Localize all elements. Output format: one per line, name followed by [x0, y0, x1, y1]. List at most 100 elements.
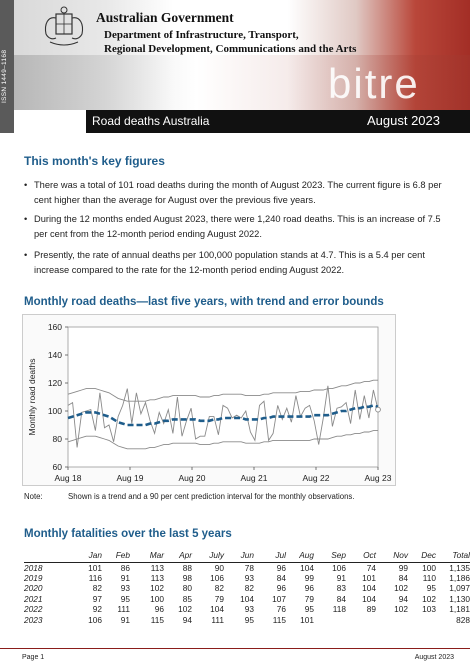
row-year: 2020: [24, 583, 43, 594]
table-cell: 100: [150, 593, 164, 604]
trend-line: [67, 404, 379, 427]
table-cell: 82: [92, 583, 102, 594]
bullet-icon: •: [24, 180, 28, 190]
table-cell: 76: [276, 604, 286, 615]
latest-observation-point: [375, 406, 381, 413]
table-row: 2021 97 95 100 85 79 104 107 79 84 104 94 102 1,130: [24, 594, 470, 605]
table-cell: 106: [332, 562, 346, 573]
upper-bound-line: [67, 379, 378, 402]
column-header: Nov: [376, 548, 408, 563]
table-cell: 101: [362, 572, 376, 583]
table-header-row: Jan Feb Mar Apr July Jun Jul Aug Sep Oct Nov Dec Tot…: [24, 548, 470, 563]
table-cell: 91: [336, 572, 346, 583]
table-cell: 90: [214, 562, 224, 573]
table-cell: 96: [304, 583, 314, 594]
key-figure-text: There was a total of 101 road deaths dur…: [34, 180, 442, 205]
table-cell: 1,130: [449, 593, 470, 604]
table-cell: 106: [210, 572, 224, 583]
table-cell: 104: [210, 604, 224, 615]
table-cell: 93: [244, 572, 254, 583]
x-tick-label: Aug 20: [179, 473, 206, 483]
chart-note-label: Note:: [24, 492, 43, 501]
chart-heading: Monthly road deaths—last five years, wit…: [24, 296, 384, 308]
table-cell: 113: [150, 562, 164, 573]
bullet-icon: •: [24, 214, 28, 224]
table-cell: 102: [422, 593, 436, 604]
road-deaths-chart: 60 80 100 120 140 160 Aug 18 Aug 19 Aug 20 Aug 21…: [22, 314, 396, 486]
row-year: 2021: [24, 593, 43, 604]
table-cell: 95: [426, 583, 436, 594]
table-cell: 828: [456, 614, 470, 625]
title-bar: Road deaths Australia August 2023: [86, 110, 470, 133]
table-cell: 1,186: [449, 572, 470, 583]
table-cell: 102: [178, 604, 192, 615]
table-cell: 1,181: [449, 604, 470, 615]
header-photo-background: [14, 0, 470, 110]
bullet-icon: •: [24, 250, 28, 260]
header-photo-shade: [14, 55, 470, 110]
y-tick-label: 100: [48, 406, 62, 416]
column-header: Jan: [70, 548, 102, 563]
table-cell: 84: [336, 593, 346, 604]
table-cell: 94: [182, 614, 192, 625]
row-year: 2019: [24, 572, 43, 583]
table-cell: 82: [244, 583, 254, 594]
table-cell: 93: [120, 583, 130, 594]
table-cell: 101: [300, 614, 314, 625]
column-header: July: [192, 548, 224, 563]
table-cell: 118: [332, 604, 346, 615]
table-cell: 85: [182, 593, 192, 604]
table-cell: 102: [394, 604, 408, 615]
table-cell: 104: [362, 593, 376, 604]
issn-text: ISSN 1449–1168: [1, 49, 8, 103]
table-row: 2018 101 86 113 88 90 78 96 104 106 74 99 100 1,135: [24, 562, 470, 573]
table-cell: 104: [300, 562, 314, 573]
y-tick-label: 80: [53, 434, 63, 444]
table-cell: 103: [422, 604, 436, 615]
table-cell: 97: [92, 593, 102, 604]
table-cell: 115: [272, 614, 286, 625]
table-cell: 1,097: [449, 583, 470, 594]
table-cell: 111: [117, 604, 130, 615]
table-cell: 78: [244, 562, 254, 573]
column-header: Sep: [314, 548, 346, 563]
table-cell: 111: [211, 614, 224, 625]
footer-date: August 2023: [414, 654, 454, 661]
y-tick-label: 60: [53, 462, 63, 472]
row-year: 2018: [24, 562, 43, 573]
footer-divider: [0, 648, 470, 649]
y-tick-label: 140: [48, 350, 62, 360]
table-heading: Monthly fatalities over the last 5 years: [24, 528, 232, 540]
table-cell: 79: [214, 593, 224, 604]
x-tick-label: Aug 21: [241, 473, 268, 483]
x-tick-label: Aug 23: [365, 473, 392, 483]
table-cell: 99: [304, 572, 314, 583]
table-cell: 95: [304, 604, 314, 615]
table-cell: 106: [88, 614, 102, 625]
table-cell: 107: [272, 593, 286, 604]
publication-date: August 2023: [366, 113, 440, 128]
coat-of-arms-icon: [44, 6, 84, 46]
table-cell: [314, 615, 346, 626]
column-header: Feb: [102, 548, 130, 563]
table-row: 2022 92 111 96 102 104 93 76 95 118 89 102 103 1,181: [24, 604, 470, 615]
y-tick-label: 120: [48, 378, 62, 388]
table-cell: 74: [366, 562, 376, 573]
plot-area: [67, 326, 379, 468]
chart-canvas: 60 80 100 120 140 160 Aug 18 Aug 19 Aug 20 Aug 21…: [27, 322, 392, 483]
table-cell: 113: [150, 572, 164, 583]
page-number: Page 1: [22, 654, 45, 661]
page-header: ISSN 1449–1168 Australian Government Dep…: [0, 0, 470, 133]
table-cell: 79: [304, 593, 314, 604]
table-row: 2019 116 91 113 98 106 93 84 99 91 101 84 110 1,186: [24, 573, 470, 584]
table-cell: 84: [398, 572, 408, 583]
table-cell: [346, 615, 376, 626]
table-cell: 116: [88, 572, 102, 583]
key-figure-text: During the 12 months ended August 2023, …: [34, 214, 441, 239]
monthly-fatalities-table: Jan Feb Mar Apr July Jun Jul Aug Sep Oct Nov Dec Tot…: [24, 548, 470, 625]
department-name-line-1: Department of Infrastructure, Transport,: [104, 29, 299, 41]
observed-line: [67, 385, 379, 448]
government-name: Australian Government: [96, 10, 234, 25]
table-cell: 94: [398, 593, 408, 604]
table-cell: 96: [276, 562, 286, 573]
